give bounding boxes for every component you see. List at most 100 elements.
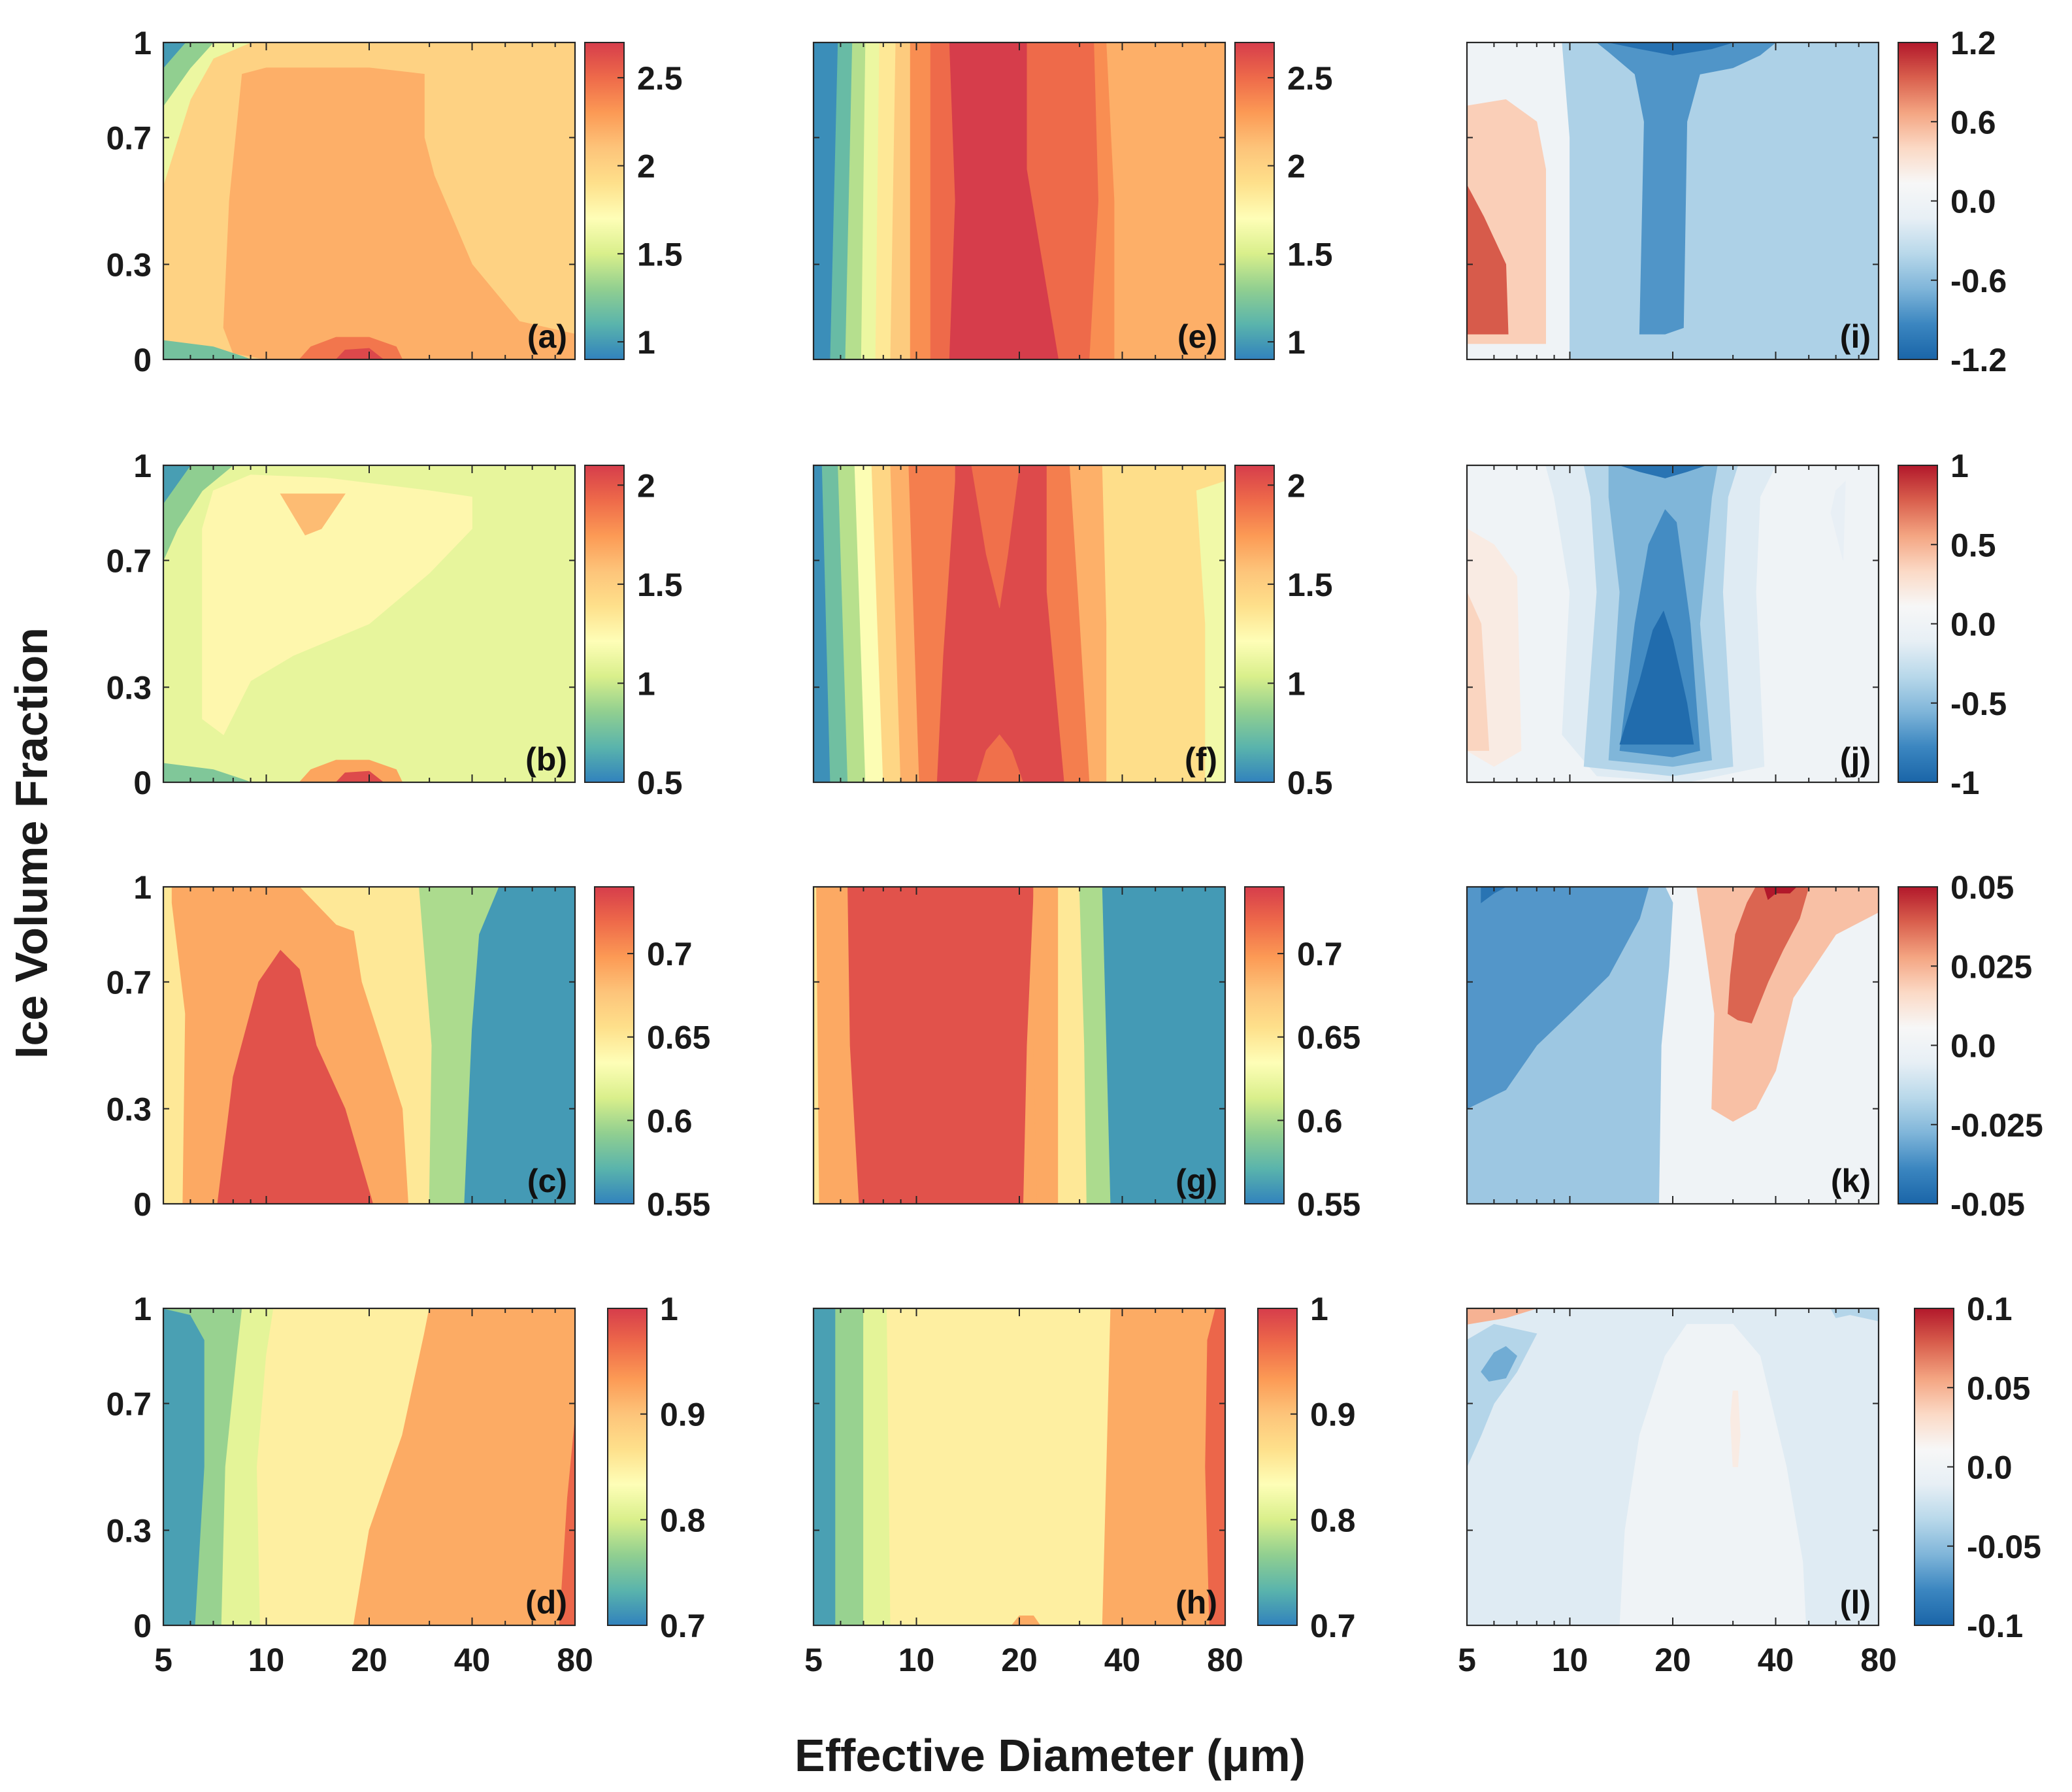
y-axis-label: Ice Volume Fraction (6, 627, 57, 1059)
colorbar-tick-label: 1 (1287, 665, 1306, 702)
colorbar-tick-label: 1.5 (1287, 236, 1333, 273)
y-tick-label: 0.7 (106, 543, 152, 580)
x-tick-label: 20 (1001, 1642, 1038, 1678)
panel-label: (e) (1177, 318, 1217, 355)
contour-region (1033, 887, 1059, 1204)
colorbar-tick-label: -0.025 (1950, 1107, 2043, 1144)
contour-region (1619, 610, 1694, 745)
colorbar-tick-label: 0.0 (1967, 1450, 2013, 1486)
panel-a: 0 0.3 0.7 1 (a) 1 1.5 2 2.5 (106, 25, 682, 378)
contour-region (217, 950, 374, 1204)
contour-region (1730, 1390, 1741, 1467)
panel-label: (k) (1831, 1163, 1871, 1199)
y-tick-label: 0.3 (106, 670, 152, 706)
contour-region (1196, 480, 1225, 782)
colorbar-tick-label: 0.0 (1950, 606, 1996, 643)
contour-fill (163, 465, 575, 782)
colorbar-tick-label: 0.6 (1950, 104, 1996, 141)
colorbar-tick-label: 2.5 (637, 60, 683, 97)
y-tick-label: 0 (133, 342, 152, 378)
colorbar-tick-label: 0.65 (647, 1020, 710, 1056)
colorbar: 0.55 0.6 0.65 0.7 (594, 886, 710, 1223)
panel-label: (h) (1176, 1584, 1217, 1621)
colorbar-tick-label: 0.5 (1950, 527, 1996, 563)
colorbar-tick-label: 1 (1950, 448, 1969, 484)
panel-label: (a) (527, 318, 567, 355)
colorbar: 0.5 1 1.5 2 (1234, 465, 1333, 801)
contour-region (163, 42, 214, 107)
colorbar-gradient (607, 1308, 648, 1626)
contour-region (936, 465, 1064, 782)
contour-fill (1467, 887, 1879, 1204)
colorbar-tick-label: 0.05 (1950, 869, 2014, 906)
x-tick-label: 5 (154, 1642, 173, 1678)
panel-label: (l) (1840, 1584, 1871, 1621)
colorbar: 0.7 0.8 0.9 1 (607, 1291, 706, 1644)
contour-fill (163, 42, 575, 359)
contour-fill (163, 1308, 575, 1625)
colorbar-tick-label: 0.6 (647, 1103, 693, 1139)
colorbar-tick-label: 1.5 (637, 236, 683, 273)
panel-l: 5 10 20 40 80 (l) -0.1 -0.05 0.0 0.05 0.1 (1458, 1291, 2041, 1678)
contour-region (971, 465, 1020, 608)
contour-region (353, 1308, 575, 1625)
colorbar-gradient (584, 42, 625, 360)
contour-region (1079, 887, 1111, 1204)
y-tick-label: 0.3 (106, 1091, 152, 1128)
colorbar-tick-label: 0.6 (1297, 1103, 1343, 1139)
x-tick-label: 5 (804, 1642, 823, 1678)
contour-region (163, 42, 251, 186)
contour-region (1102, 887, 1225, 1204)
contour-region (1609, 42, 1734, 56)
panel-label: (g) (1176, 1163, 1217, 1199)
contour-region (1102, 465, 1225, 782)
panel-label: (b) (525, 741, 567, 778)
x-tick-label: 10 (1552, 1642, 1588, 1678)
colorbar: 1 1.5 2 2.5 (1234, 42, 1333, 361)
colorbar-tick-label: 1 (1287, 324, 1306, 361)
y-tick-label: 0.3 (106, 247, 152, 284)
x-tick-label: 5 (1458, 1642, 1476, 1678)
colorbar-tick-label: 0.9 (1310, 1397, 1356, 1433)
panel-grid: 0 0.3 0.7 1 (a) 1 1.5 2 2.5 (e) 1 1.5 2 2.5 (i) -1.2 -0.… (106, 25, 2043, 1678)
colorbar: -1.2 -0.6 0.0 0.6 1.2 (1898, 25, 2007, 378)
y-tick-label: 0 (133, 765, 152, 801)
panel-b: 0 0.3 0.7 1 (b) 0.5 1 1.5 2 (106, 448, 682, 801)
panel-i: (i) -1.2 -0.6 0.0 0.6 1.2 (1466, 25, 2007, 378)
contour-fill (814, 1308, 1225, 1625)
colorbar-tick-label: 1 (660, 1291, 678, 1327)
colorbar-tick-label: 0.7 (660, 1608, 706, 1644)
colorbar-tick-label: 0.7 (1310, 1608, 1356, 1644)
x-tick-label: 40 (1104, 1642, 1141, 1678)
colorbar-tick-label: -0.1 (1967, 1608, 2023, 1644)
colorbar-tick-label: -0.05 (1967, 1529, 2041, 1565)
colorbar-tick-label: 2 (637, 467, 655, 504)
y-tick-label: 0.3 (106, 1513, 152, 1550)
colorbar-tick-label: 1 (1310, 1291, 1328, 1327)
colorbar-gradient (1234, 465, 1275, 783)
colorbar-tick-label: 1 (637, 324, 655, 361)
colorbar-tick-label: 1.5 (637, 567, 683, 603)
contour-region (335, 771, 384, 782)
contour-region (1727, 887, 1809, 1023)
contour-fill (1467, 465, 1879, 782)
x-axis-label: Effective Diameter (μm) (795, 1730, 1306, 1781)
contour-region (1481, 1346, 1517, 1382)
contour-fill (814, 887, 1225, 1204)
contour-region (1102, 1308, 1225, 1625)
contour-region (464, 887, 575, 1204)
colorbar-tick-label: 0.8 (660, 1502, 706, 1538)
contour-region (335, 348, 384, 359)
contour-region (1596, 42, 1777, 335)
contour-region (949, 42, 1059, 359)
colorbar-tick-label: 0.5 (1287, 765, 1333, 801)
contour-region (163, 763, 251, 782)
contour-fill (163, 887, 575, 1204)
x-tick-label: 80 (1207, 1642, 1243, 1678)
x-tick-label: 10 (248, 1642, 285, 1678)
colorbar: 0.55 0.6 0.65 0.7 (1244, 886, 1360, 1223)
colorbar-gradient (1244, 886, 1285, 1204)
contour-region (1467, 591, 1490, 751)
panel-label: (d) (525, 1584, 567, 1621)
